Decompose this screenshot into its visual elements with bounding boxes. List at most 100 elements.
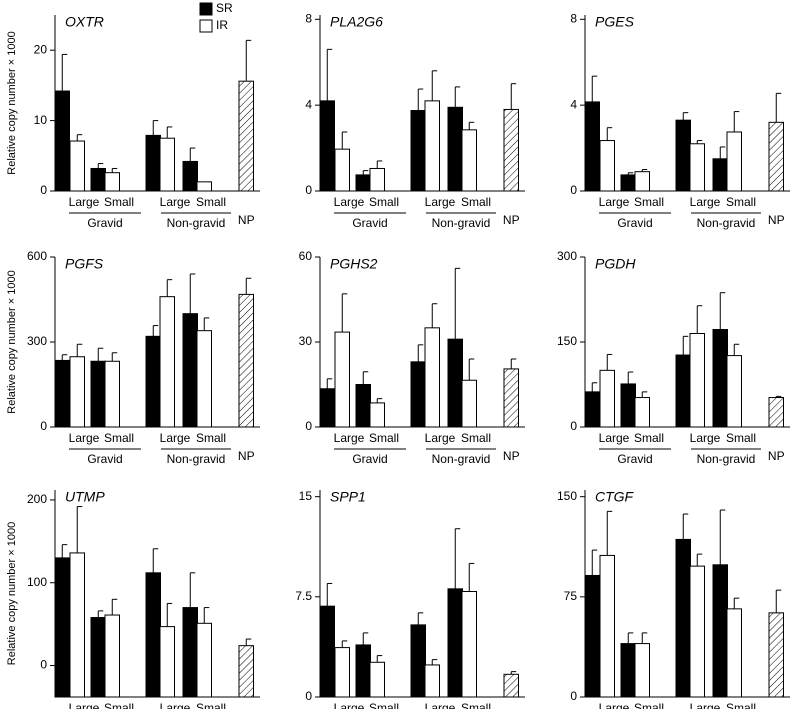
y-tick-label: 75 xyxy=(564,589,578,603)
y-tick-label: 150 xyxy=(557,334,577,348)
error-bar xyxy=(719,509,726,565)
bar xyxy=(447,588,463,698)
bar xyxy=(182,313,198,428)
x-tick-label: Small xyxy=(196,701,226,709)
error-bar xyxy=(166,602,173,627)
y-tick-label: 0 xyxy=(570,689,577,703)
bar xyxy=(369,167,385,192)
bar xyxy=(182,160,198,192)
x-tick-label: Large xyxy=(69,195,100,209)
error-bar xyxy=(696,553,703,567)
group-label: Non-gravid xyxy=(432,452,491,466)
bar xyxy=(675,538,691,698)
group-label: Non-gravid xyxy=(697,216,756,230)
bar xyxy=(599,369,615,428)
bar xyxy=(726,355,742,428)
error-bar xyxy=(152,325,159,337)
legend-label: SR xyxy=(216,1,233,15)
x-tick-label: Large xyxy=(334,701,365,709)
bar xyxy=(410,361,426,428)
bar xyxy=(584,574,600,698)
bar xyxy=(712,329,728,428)
error-bar xyxy=(76,506,83,553)
bar xyxy=(447,338,463,428)
x-tick-label: Small xyxy=(461,701,491,709)
bar xyxy=(196,181,212,192)
error-bar xyxy=(326,378,333,389)
error-bar xyxy=(203,317,210,331)
x-tick-label: Small xyxy=(369,431,399,445)
error-bar xyxy=(111,167,118,173)
y-tick-label: 60 xyxy=(299,249,313,263)
bar xyxy=(461,379,477,428)
error-bar xyxy=(606,510,613,556)
bar xyxy=(104,614,120,698)
panel-title: PGES xyxy=(595,14,635,30)
error-bar xyxy=(606,127,613,141)
group-label: Gravid xyxy=(617,216,652,230)
bar xyxy=(369,661,385,698)
error-bar xyxy=(417,612,424,625)
bar xyxy=(69,552,85,698)
error-bar xyxy=(641,632,648,644)
panel-title: CTGF xyxy=(595,489,635,505)
error-bar xyxy=(76,343,83,357)
x-tick-label: Large xyxy=(690,431,721,445)
x-tick-label: Large xyxy=(425,701,456,709)
error-bar xyxy=(341,293,348,333)
x-tick-label: Small xyxy=(726,195,756,209)
error-bar xyxy=(189,273,196,314)
bar xyxy=(182,607,198,698)
group-label: Non-gravid xyxy=(697,452,756,466)
y-tick-label: 30 xyxy=(299,334,313,348)
y-tick-label: 0 xyxy=(570,183,577,197)
bar xyxy=(334,331,350,428)
error-bar xyxy=(111,598,118,616)
bar xyxy=(410,624,426,698)
bar xyxy=(599,140,615,192)
error-bar xyxy=(733,111,740,132)
y-tick-label: 8 xyxy=(570,11,577,25)
bar xyxy=(145,134,161,192)
error-bar xyxy=(189,147,196,162)
group-label: Gravid xyxy=(87,216,122,230)
y-tick-label: 0 xyxy=(305,419,312,433)
x-tick-label: Small xyxy=(369,195,399,209)
bar xyxy=(90,167,106,192)
np-bar xyxy=(238,80,254,192)
x-tick-label: Small xyxy=(104,701,134,709)
x-tick-label: Small xyxy=(634,701,664,709)
bar xyxy=(584,101,600,192)
np-bar xyxy=(503,108,519,192)
error-bar xyxy=(166,126,173,139)
np-label: NP xyxy=(503,449,520,463)
group-label: Non-gravid xyxy=(432,216,491,230)
bar xyxy=(620,643,636,698)
panel-title: PGHS2 xyxy=(330,256,378,272)
bar xyxy=(145,572,161,698)
error-bar xyxy=(189,572,196,608)
panel-title: UTMP xyxy=(65,489,105,505)
error-bar xyxy=(61,354,68,361)
bar xyxy=(689,143,705,192)
error-bar xyxy=(696,305,703,334)
np-bar xyxy=(238,645,254,698)
bar xyxy=(689,333,705,428)
error-bar xyxy=(682,335,689,356)
bar xyxy=(145,335,161,428)
error-bar xyxy=(454,528,461,589)
error-bar xyxy=(203,607,210,624)
bar xyxy=(196,622,212,698)
bar xyxy=(104,360,120,428)
bar xyxy=(355,174,371,192)
error-bar xyxy=(362,371,369,385)
bar xyxy=(620,174,636,192)
x-tick-label: Small xyxy=(104,431,134,445)
bar xyxy=(69,356,85,428)
np-bar xyxy=(238,293,254,428)
np-bar xyxy=(768,121,784,192)
bar xyxy=(675,354,691,428)
legend-label: IR xyxy=(216,18,228,32)
x-tick-label: Small xyxy=(726,431,756,445)
x-tick-label: Small xyxy=(461,431,491,445)
